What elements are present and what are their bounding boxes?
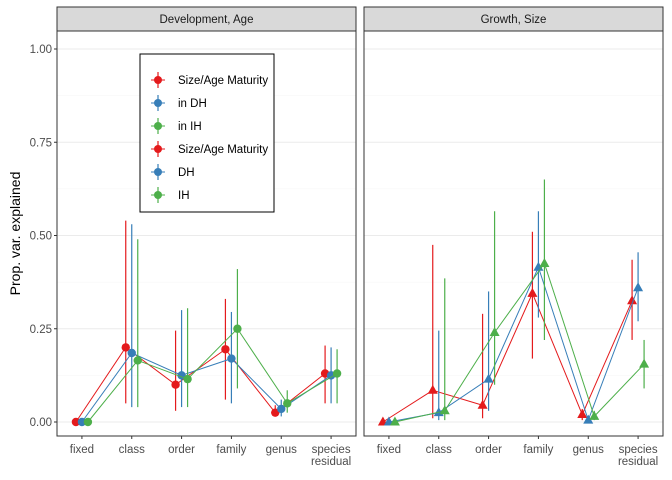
data-point — [133, 356, 142, 365]
data-point — [71, 417, 81, 427]
panel-strip — [363, 6, 664, 32]
data-point — [583, 414, 594, 424]
data-point — [233, 324, 242, 333]
panel-title: Growth, Size — [481, 14, 547, 26]
panel-border — [56, 30, 357, 437]
data-point — [121, 343, 130, 352]
data-point — [221, 345, 230, 354]
legend-label: Size/Age Maturity — [178, 75, 268, 87]
data-point — [483, 373, 494, 383]
data-point — [77, 417, 87, 427]
legend-key-marker — [154, 145, 162, 153]
x-tick-label: class — [426, 444, 452, 456]
legend-label: IH — [178, 190, 190, 202]
legend-label: Size/Age Maturity — [178, 144, 268, 156]
data-point — [627, 295, 638, 305]
data-point — [577, 409, 588, 419]
x-tick-label: order — [168, 444, 195, 456]
x-tick-label: fixed — [377, 444, 401, 456]
legend-key-marker — [154, 191, 162, 199]
x-tick-label: family — [216, 444, 246, 456]
legend-key-marker — [154, 122, 162, 130]
series-ih — [389, 179, 650, 426]
x-tick-label: species — [619, 444, 658, 456]
x-tick-label: fixed — [70, 444, 94, 456]
data-point — [227, 354, 236, 363]
series-line — [394, 262, 645, 423]
data-point — [183, 374, 192, 384]
data-point — [439, 405, 450, 415]
x-tick-label: genus — [266, 444, 298, 456]
legend-key-marker — [154, 99, 162, 107]
panel-strip — [56, 6, 357, 32]
panel-background — [364, 31, 663, 436]
data-point — [527, 287, 538, 297]
data-point — [477, 399, 488, 409]
legend-label: in IH — [178, 121, 202, 133]
x-tick-label: species — [312, 444, 351, 456]
data-point — [589, 410, 600, 420]
series-size-age-maturity — [377, 231, 638, 426]
y-tick-label: 1.00 — [30, 44, 52, 56]
data-point — [283, 399, 292, 408]
data-point — [332, 369, 342, 378]
x-tick-label: genus — [573, 444, 605, 456]
x-tick-label: class — [119, 444, 145, 456]
data-point — [633, 282, 644, 292]
series-line — [87, 327, 338, 423]
data-point — [427, 384, 438, 394]
legend-label: in DH — [178, 98, 207, 110]
y-tick-label: 0.50 — [30, 231, 52, 243]
x-tick-label: residual — [618, 456, 658, 468]
y-tick-label: 0.00 — [30, 417, 52, 429]
y-tick-label: 0.25 — [30, 324, 52, 336]
series-ih — [83, 239, 342, 427]
data-point — [639, 358, 650, 368]
legend-key-marker — [154, 168, 162, 176]
panel-title: Development, Age — [160, 14, 254, 26]
y-tick-label: 0.75 — [30, 137, 52, 149]
x-tick-label: family — [523, 444, 553, 456]
data-point — [277, 404, 286, 414]
data-point — [83, 417, 93, 427]
panel-border — [363, 30, 664, 437]
legend-key-marker — [154, 76, 162, 84]
y-axis-label: Prop. var. explained — [7, 172, 23, 296]
legend: Size/Age Maturity in DH in IH Size/Age Matu… — [139, 53, 275, 213]
data-point — [127, 348, 136, 358]
data-point — [171, 380, 180, 389]
data-point — [271, 408, 280, 417]
data-point — [539, 257, 550, 267]
legend-label: DH — [178, 167, 195, 179]
x-tick-label: order — [475, 444, 502, 456]
data-point — [389, 416, 400, 426]
series-line — [382, 292, 633, 423]
x-tick-label: residual — [311, 456, 351, 468]
data-point — [489, 326, 500, 336]
